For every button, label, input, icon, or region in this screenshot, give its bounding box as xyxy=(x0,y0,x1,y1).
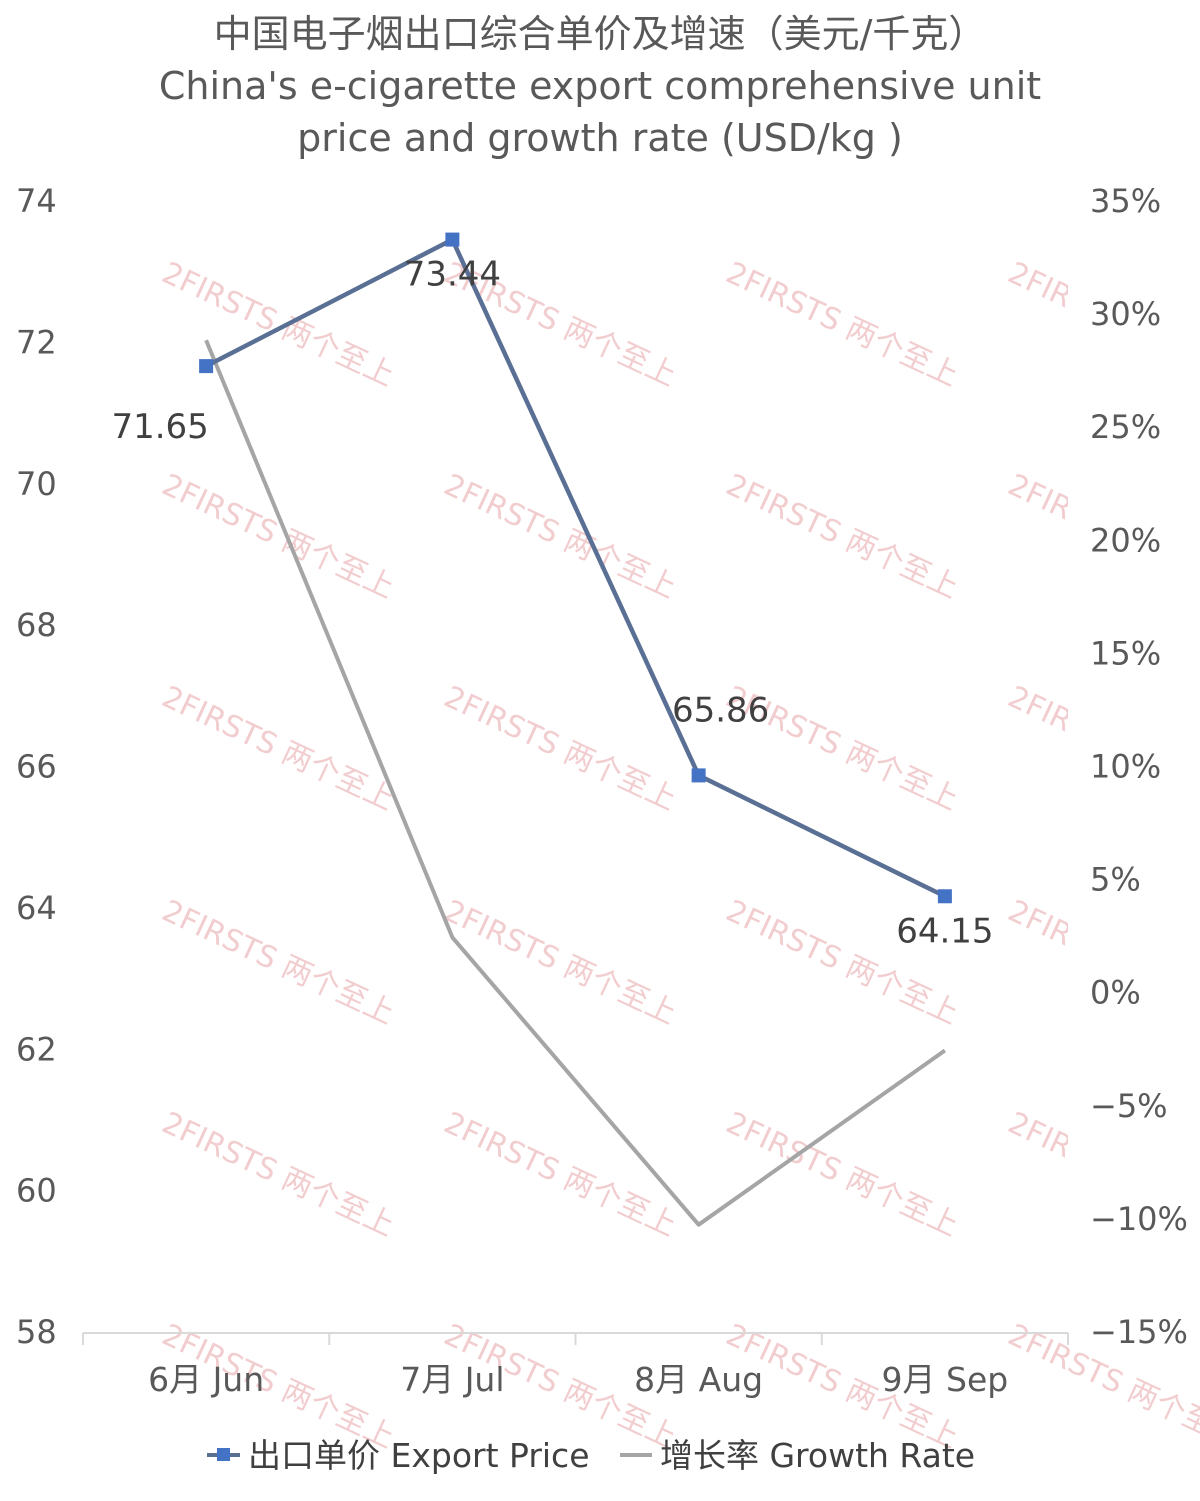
data-label-export-price: 71.65 xyxy=(111,407,208,447)
left-axis-tick-label: 68 xyxy=(16,606,57,644)
legend-swatch-marker-export-price xyxy=(217,1448,230,1461)
right-axis-tick-label: 5% xyxy=(1090,861,1141,899)
watermark-text: 2FIRSTS 两个至上 xyxy=(157,256,400,394)
series-layer: 71.65 73.44 65.86 64.15 xyxy=(111,232,994,1227)
legend-label-growth-rate: 增长率 Growth Rate xyxy=(660,1436,975,1475)
left-axis-tick-label: 62 xyxy=(16,1030,57,1068)
right-axis-tick-label: 25% xyxy=(1090,408,1161,446)
left-axis-tick-label: 60 xyxy=(16,1172,57,1210)
right-axis-tick-label: −5% xyxy=(1090,1087,1168,1125)
data-point-export-price xyxy=(445,232,460,247)
watermark-text: 2FIRSTS 两个至上 xyxy=(157,680,400,818)
watermark-text: 2FIRSTS 两个至上 xyxy=(157,894,400,1032)
data-label-export-price: 65.86 xyxy=(672,690,769,730)
x-axis-tick-label: 6月 Jun xyxy=(148,1360,264,1399)
right-axis-tick-label: 10% xyxy=(1090,748,1161,786)
watermark-text: 2FIRSTS 两个至上 xyxy=(721,256,964,394)
x-axis-tick-label: 8月 Aug xyxy=(634,1360,763,1399)
series-line-export-price xyxy=(205,237,946,899)
watermark-text: 2FIRSTS 两个至上 xyxy=(439,680,682,818)
right-axis-tick-label: −10% xyxy=(1090,1200,1188,1238)
data-label-export-price: 64.15 xyxy=(896,911,993,951)
data-point-export-price xyxy=(937,889,952,904)
right-axis: −15% −10% −5% 0% 5% 10% 15% 20% 25% 30% 35% xyxy=(1090,182,1188,1351)
x-axis: 6月 Jun 7月 Jul 8月 Aug 9月 Sep xyxy=(82,1332,1069,1399)
left-axis-tick-label: 72 xyxy=(16,323,57,361)
data-point-export-price xyxy=(199,359,214,374)
left-axis-tick-label: 64 xyxy=(16,889,57,927)
x-axis-tick-label: 7月 Jul xyxy=(400,1360,504,1399)
right-axis-tick-label: 35% xyxy=(1090,182,1161,220)
right-axis-tick-label: −15% xyxy=(1090,1313,1188,1351)
watermark-text: 2FIRSTS 两个至上 xyxy=(157,1106,400,1244)
chart-title: 中国电子烟出口综合单价及增速（美元/千克） China's e-cigarett… xyxy=(0,8,1200,164)
right-axis-tick-label: 15% xyxy=(1090,634,1161,672)
legend-label-export-price: 出口单价 Export Price xyxy=(248,1436,590,1475)
right-axis-tick-label: 30% xyxy=(1090,295,1161,333)
left-axis-tick-label: 74 xyxy=(16,182,57,220)
watermark-layer: 2FIRSTS 两个至上 2FIRSTS 两个至上 2FIRSTS 两个至上 2FIR… xyxy=(157,190,1200,1456)
watermark-text: 2FIRSTS 两个至上 xyxy=(721,1106,964,1244)
chart-title-line-3: price and growth rate (USD/kg ) xyxy=(297,116,903,160)
data-point-export-price xyxy=(691,768,706,783)
left-axis-tick-label: 58 xyxy=(16,1313,57,1351)
left-axis-tick-label: 70 xyxy=(16,465,57,503)
left-axis-tick-label: 66 xyxy=(16,748,57,786)
left-axis: 58 60 62 64 66 68 70 72 74 xyxy=(16,182,57,1351)
watermark-text: 2FIRSTS 两个至上 xyxy=(439,468,682,606)
right-axis-tick-label: 20% xyxy=(1090,521,1161,559)
chart-title-line-1: 中国电子烟出口综合单价及增速（美元/千克） xyxy=(213,12,987,56)
watermark-text: 2FIRSTS 两个至上 xyxy=(157,468,400,606)
series-line-growth-rate xyxy=(204,339,947,1227)
legend: 出口单价 Export Price 增长率 Growth Rate xyxy=(207,1436,975,1475)
watermark-text: 2FIRSTS 两个至上 xyxy=(721,468,964,606)
chart-title-line-2: China's e-cigarette export comprehensive… xyxy=(158,64,1042,108)
x-axis-tick-label: 9月 Sep xyxy=(882,1360,1009,1399)
right-axis-tick-label: 0% xyxy=(1090,974,1141,1012)
watermark-text: 2FIRSTS 两个至上 xyxy=(439,1106,682,1244)
data-label-export-price: 73.44 xyxy=(404,255,501,295)
